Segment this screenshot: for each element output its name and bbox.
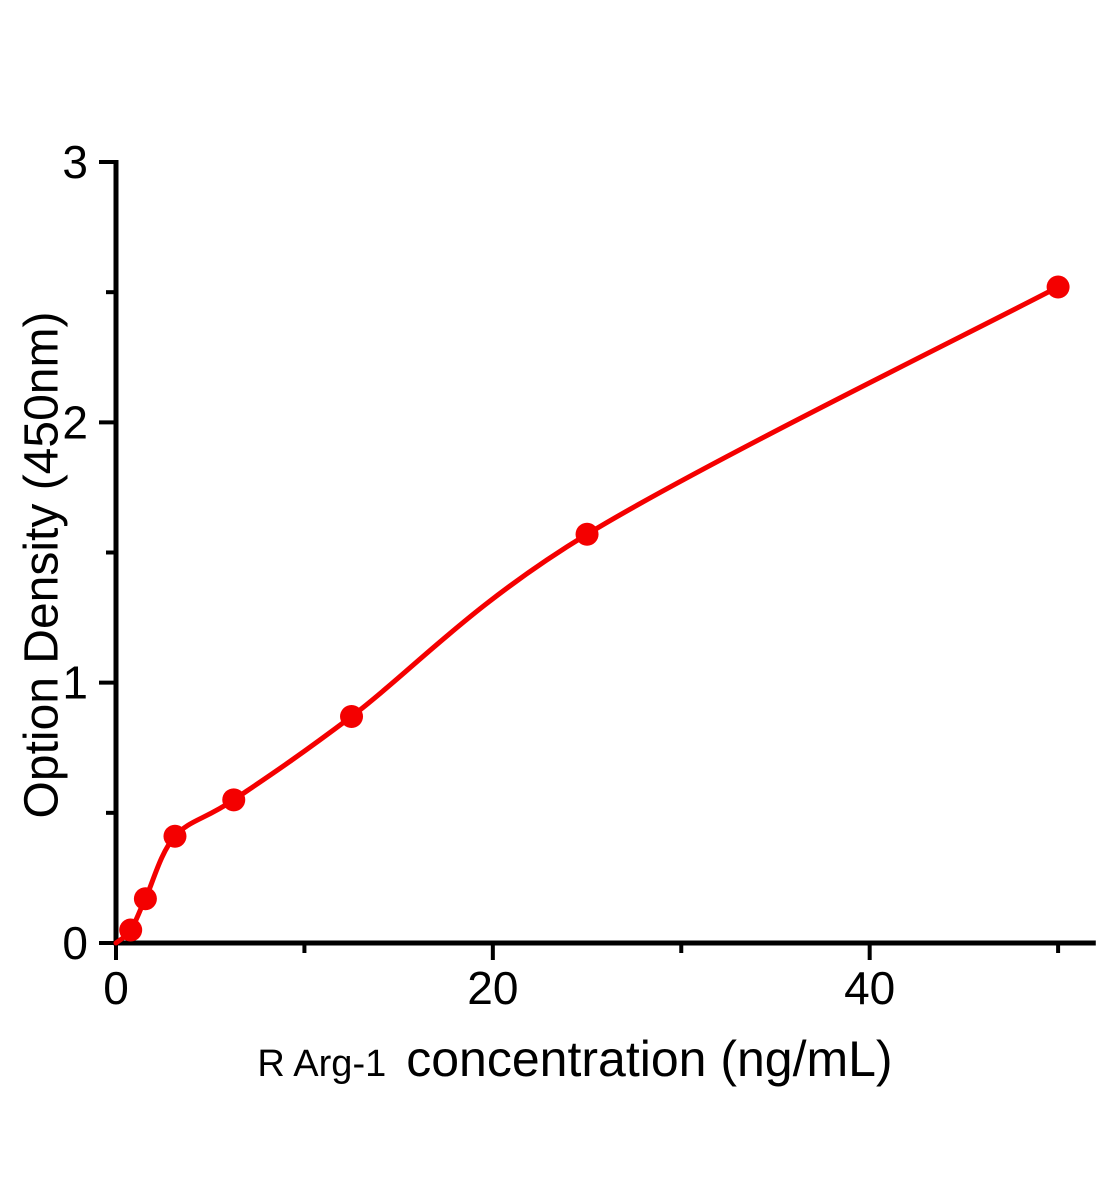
data-point (1046, 275, 1070, 299)
y-axis-tick-label: 3 (62, 136, 88, 188)
data-point (133, 887, 157, 911)
y-axis-tick-label: 0 (62, 917, 88, 969)
x-axis-title-prefix: R Arg-1 (257, 1043, 387, 1085)
x-axis-tick-label: 20 (467, 962, 518, 1014)
x-axis-title: R Arg-1 concentration (ng/mL) (257, 1030, 892, 1088)
data-point (575, 522, 599, 546)
y-axis-tick-label: 1 (62, 657, 88, 709)
data-point (222, 788, 246, 812)
y-axis-title: Option Density (450nm) (15, 311, 69, 819)
data-point (163, 824, 187, 848)
x-axis-title-main: concentration (ng/mL) (406, 1031, 893, 1087)
x-axis-tick-label: 40 (844, 962, 895, 1014)
x-axis-tick-label: 0 (103, 962, 129, 1014)
data-point (340, 705, 364, 729)
fit-curve (113, 284, 1061, 946)
y-axis-tick-label: 2 (62, 396, 88, 448)
data-point (119, 918, 143, 942)
